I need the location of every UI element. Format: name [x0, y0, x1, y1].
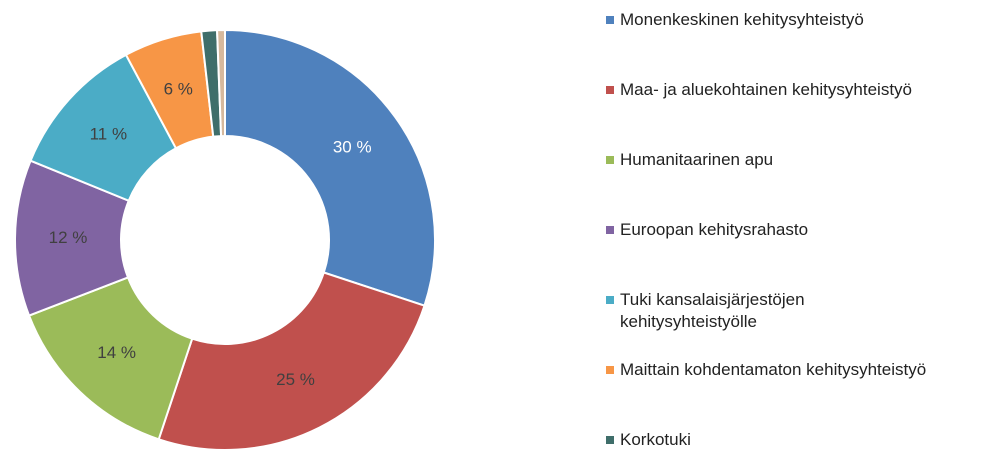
- legend-swatch: [606, 296, 614, 304]
- data-label: 6 %: [164, 80, 193, 99]
- data-label: 12 %: [49, 228, 88, 247]
- legend-swatch: [606, 16, 614, 24]
- legend-swatch: [606, 436, 614, 444]
- legend-label: Humanitaarinen apu: [620, 150, 774, 169]
- legend-swatch: [606, 156, 614, 164]
- legend-label: Tuki kansalaisjärjestöjen kehitysyhteist…: [620, 290, 805, 331]
- data-label: 11 %: [90, 124, 128, 143]
- legend-item: Monenkeskinen kehitysyhteistyö: [606, 9, 864, 31]
- legend-label: Maittain kohdentamaton kehitysyhteistyö: [620, 360, 927, 379]
- legend-swatch: [606, 86, 614, 94]
- data-label: 25 %: [276, 370, 315, 389]
- slice: [224, 28, 436, 307]
- legend-item: Humanitaarinen apu: [606, 149, 773, 171]
- legend-item: Maittain kohdentamaton kehitysyhteistyö: [606, 359, 926, 381]
- data-label: 30 %: [333, 137, 372, 156]
- legend-label: Euroopan kehitysrahasto: [620, 220, 809, 239]
- legend-label: Korkotuki: [620, 430, 691, 449]
- legend-item: Maa- ja aluekohtainen kehitysyhteistyö: [606, 79, 912, 101]
- donut: 30 % 25 % 14 % 12 % 11 % 6 %: [14, 28, 436, 451]
- legend-label: Monenkeskinen kehitysyhteistyö: [620, 10, 864, 29]
- legend-item: Korkotuki: [606, 429, 691, 451]
- slice: [27, 276, 194, 441]
- legend-swatch: [606, 366, 614, 374]
- legend-swatch: [606, 226, 614, 234]
- slice: [157, 271, 426, 451]
- data-label: 14 %: [97, 343, 136, 362]
- legend-item: Tuki kansalaisjärjestöjen kehitysyhteist…: [606, 289, 870, 333]
- legend-label: Maa- ja aluekohtainen kehitysyhteistyö: [620, 80, 912, 99]
- legend-item: Euroopan kehitysrahasto: [606, 219, 808, 241]
- slice: [216, 28, 226, 138]
